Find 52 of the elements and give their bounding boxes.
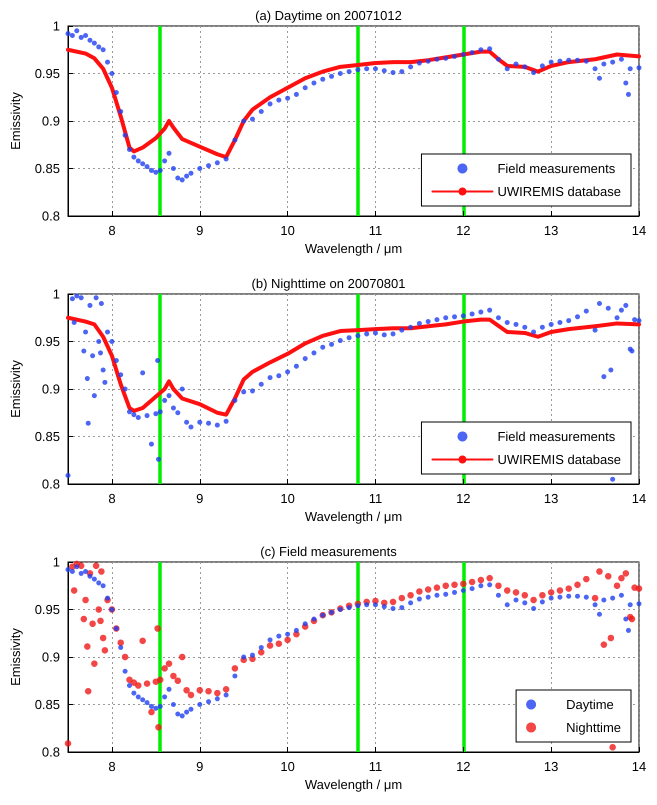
x-axis-title: Wavelength / μm [304,508,402,524]
x-tick-label: 13 [544,759,558,774]
x-axis-title: Wavelength / μm [304,776,402,792]
chart-title: (b) Nighttime on 20070801 [252,276,406,291]
y-tick-label: 0.85 [34,429,60,444]
chart-title: (a) Daytime on 20071012 [255,8,402,23]
y-tick-label: 0.8 [42,208,60,224]
x-tick-label: 14 [632,491,646,506]
y-tick-label: 0.85 [34,697,60,712]
x-tick-label: 9 [196,491,204,506]
x-tick-label: 12 [456,223,471,238]
x-tick-label: 11 [368,759,382,774]
y-tick-label: 0.85 [34,161,60,176]
y-tick-label: 0.8 [42,744,60,760]
legend-label: Nighttime [566,720,622,735]
legend-label: Daytime [566,697,614,712]
x-tick-label: 12 [456,491,471,506]
x-tick-label: 11 [368,223,382,238]
y-tick-label: 1 [52,18,60,34]
x-tick-label: 13 [544,223,558,238]
legend-label: UWIREMIS database [497,184,621,199]
y-tick-label: 0.95 [34,334,60,349]
x-tick-label: 12 [456,759,471,774]
y-axis-title: Emissivity [8,92,23,150]
y-tick-label: 0.8 [42,476,60,492]
x-tick-label: 8 [108,759,116,774]
y-tick-label: 1 [52,554,60,570]
y-tick-label: 0.9 [42,650,60,664]
x-tick-label: 9 [196,223,204,238]
y-tick-label: 0.9 [42,114,60,128]
x-tick-label: 10 [280,223,295,238]
chart-title: (c) Field measurements [260,544,398,559]
y-tick-label: 0.9 [42,382,60,396]
x-tick-label: 9 [196,759,204,774]
x-tick-label: 13 [544,491,558,506]
y-axis-title: Emissivity [8,628,23,686]
legend-label: UWIREMIS database [497,452,621,467]
legend-label: Field measurements [497,161,616,176]
x-tick-label: 8 [108,223,116,238]
x-tick-label: 8 [108,491,116,506]
y-axis-title: Emissivity [8,360,23,418]
line-series [66,316,641,417]
legend-label: Field measurements [497,429,616,444]
y-tick-label: 0.95 [34,66,60,81]
x-tick-label: 14 [632,223,646,238]
x-tick-label: 14 [632,759,646,774]
x-tick-label: 11 [368,491,382,506]
x-axis-title: Wavelength / μm [304,240,402,256]
y-tick-label: 1 [52,286,60,302]
y-tick-label: 0.95 [34,602,60,617]
x-tick-label: 10 [280,491,295,506]
x-tick-label: 10 [280,759,295,774]
